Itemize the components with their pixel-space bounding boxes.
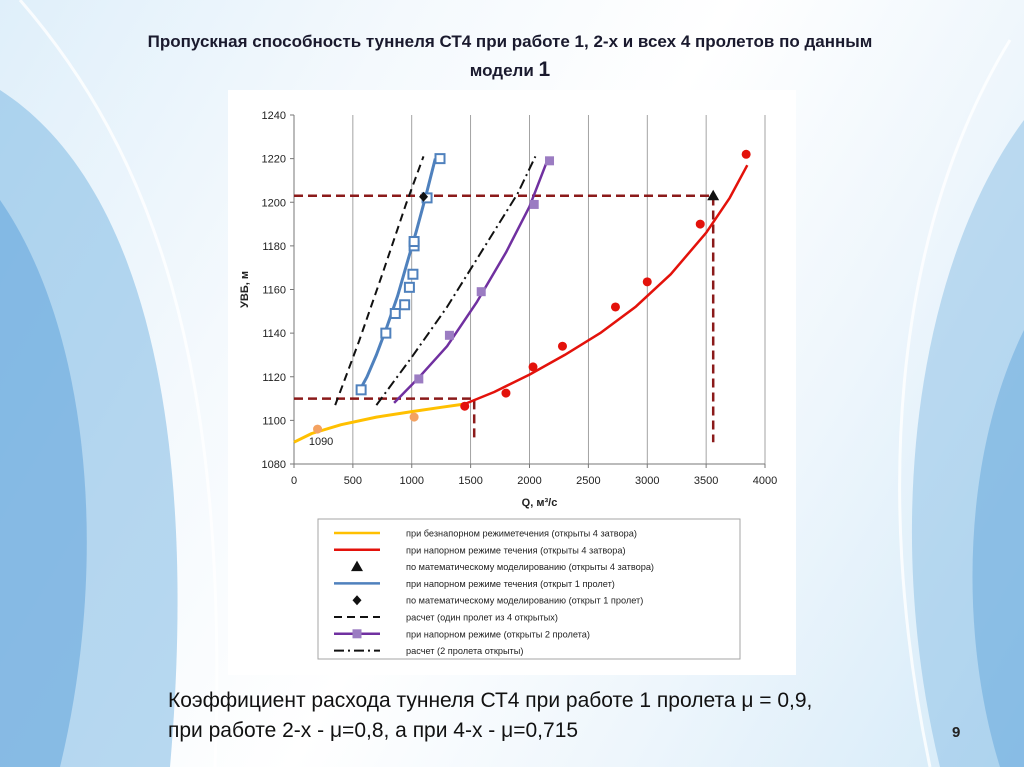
annotation-label: 1090	[309, 436, 333, 448]
data-point	[528, 362, 538, 372]
legend-entry: расчет (2 пролета открыты)	[334, 646, 523, 656]
data-point	[501, 388, 511, 398]
legend-entry: по математическому моделированию (открыт…	[352, 595, 643, 606]
y-tick-label: 1180	[262, 241, 286, 253]
series-line-2	[464, 164, 749, 406]
data-point	[389, 307, 401, 319]
chart-grid	[352, 115, 766, 464]
chart-series	[293, 149, 751, 444]
x-tick-label: 500	[344, 475, 362, 487]
y-tick-label: 1220	[262, 154, 286, 166]
data-point	[476, 287, 486, 297]
data-point	[610, 302, 620, 312]
x-tick-label: 2000	[517, 475, 541, 487]
y-tick-label: 1240	[262, 110, 286, 122]
legend-label: по математическому моделированию (открыт…	[406, 562, 654, 572]
y-tick-label: 1200	[262, 197, 286, 209]
y-tick-label: 1080	[262, 459, 286, 471]
data-point	[419, 191, 429, 202]
data-point	[741, 149, 751, 159]
legend-entry: расчет (один пролет из 4 открытых)	[334, 613, 558, 623]
data-point	[434, 153, 446, 165]
y-tick-label: 1160	[262, 285, 286, 297]
legend-label: при безнапорном режиметечения (открыты 4…	[406, 529, 637, 539]
y-axis-label: УВБ, м	[239, 271, 251, 308]
data-point	[557, 341, 567, 351]
legend-label: расчет (один пролет из 4 открытых)	[406, 613, 558, 623]
legend-entry: при напорном режиме течения (открыт 1 пр…	[334, 579, 615, 589]
chart-axes	[290, 114, 766, 468]
legend-entry: при безнапорном режиметечения (открыты 4…	[334, 529, 637, 539]
caption: Коэффициент расхода туннеля СТ4 при рабо…	[168, 686, 928, 746]
data-point	[444, 330, 454, 340]
x-tick-label: 3000	[635, 475, 659, 487]
page-number: 9	[952, 724, 961, 741]
x-tick-label: 2500	[576, 475, 600, 487]
x-tick-label: 1000	[400, 475, 424, 487]
legend-swatch-marker	[352, 629, 362, 639]
data-point	[707, 189, 720, 201]
chart-panel: 0 500 1000 1500 2000 2500 3000 3500 4000 1080 1100…	[228, 90, 796, 675]
y-tick-label: 1120	[262, 372, 286, 384]
data-point	[409, 412, 419, 422]
data-point	[414, 374, 424, 384]
series-line-0	[293, 402, 465, 444]
x-axis-label: Q, м³/с	[522, 497, 558, 509]
series-line-4	[356, 158, 437, 395]
x-tick-label: 4000	[753, 475, 777, 487]
caption-line-1: Коэффициент расхода туннеля СТ4 при рабо…	[168, 689, 813, 712]
chart-legend: при безнапорном режиметечения (открыты 4…	[317, 518, 741, 660]
reference-line	[294, 194, 715, 443]
data-point	[380, 327, 392, 339]
legend-swatch-marker	[352, 595, 362, 606]
legend-label: при напорном режиме (открыты 2 пролета)	[406, 629, 590, 639]
legend-entry: при напорном режиме (открыты 2 пролета)	[334, 629, 590, 639]
series-line-8	[375, 155, 537, 406]
y-tick-label: 1140	[262, 328, 286, 340]
data-point	[403, 281, 415, 293]
legend-entry: при напорном режиме течения (открыты 4 з…	[334, 545, 626, 555]
title-line-1: Пропускная способность туннеля СТ4 при р…	[147, 32, 873, 51]
legend-swatch-marker	[351, 560, 363, 572]
caption-line-2: при работе 2-х - μ=0,8, а при 4-х - μ=0,…	[168, 719, 579, 742]
data-point	[460, 401, 470, 411]
series-line-6	[334, 156, 425, 406]
x-tick-label: 3500	[694, 475, 718, 487]
reference-lines	[294, 194, 715, 443]
legend-label: расчет (2 пролета открыты)	[406, 646, 523, 656]
reference-line	[294, 397, 476, 443]
data-point	[529, 199, 539, 209]
data-point	[695, 219, 705, 229]
data-point	[408, 236, 420, 248]
chart-labels: 0 500 1000 1500 2000 2500 3000 3500 4000 1080 1100…	[239, 110, 777, 509]
x-tick-label: 1500	[458, 475, 482, 487]
legend-label: при напорном режиме течения (открыт 1 пр…	[406, 579, 615, 589]
chart: 0 500 1000 1500 2000 2500 3000 3500 4000 1080 1100…	[239, 110, 777, 660]
data-point	[399, 299, 411, 311]
slide-title: Пропускная способность туннеля СТ4 при р…	[60, 28, 960, 85]
title-number: 1	[538, 58, 551, 81]
data-point	[313, 424, 323, 434]
legend-label: при напорном режиме течения (открыты 4 з…	[406, 545, 626, 555]
y-tick-label: 1100	[262, 415, 286, 427]
x-tick-label: 0	[291, 475, 297, 487]
legend-box	[317, 518, 741, 660]
legend-entry: по математическому моделированию (открыт…	[351, 560, 654, 572]
data-point	[355, 384, 367, 396]
data-point	[642, 277, 652, 287]
legend-label: по математическому моделированию (открыт…	[406, 596, 643, 606]
data-point	[407, 268, 419, 280]
title-line-2: модели	[469, 61, 534, 80]
data-point	[545, 156, 555, 166]
